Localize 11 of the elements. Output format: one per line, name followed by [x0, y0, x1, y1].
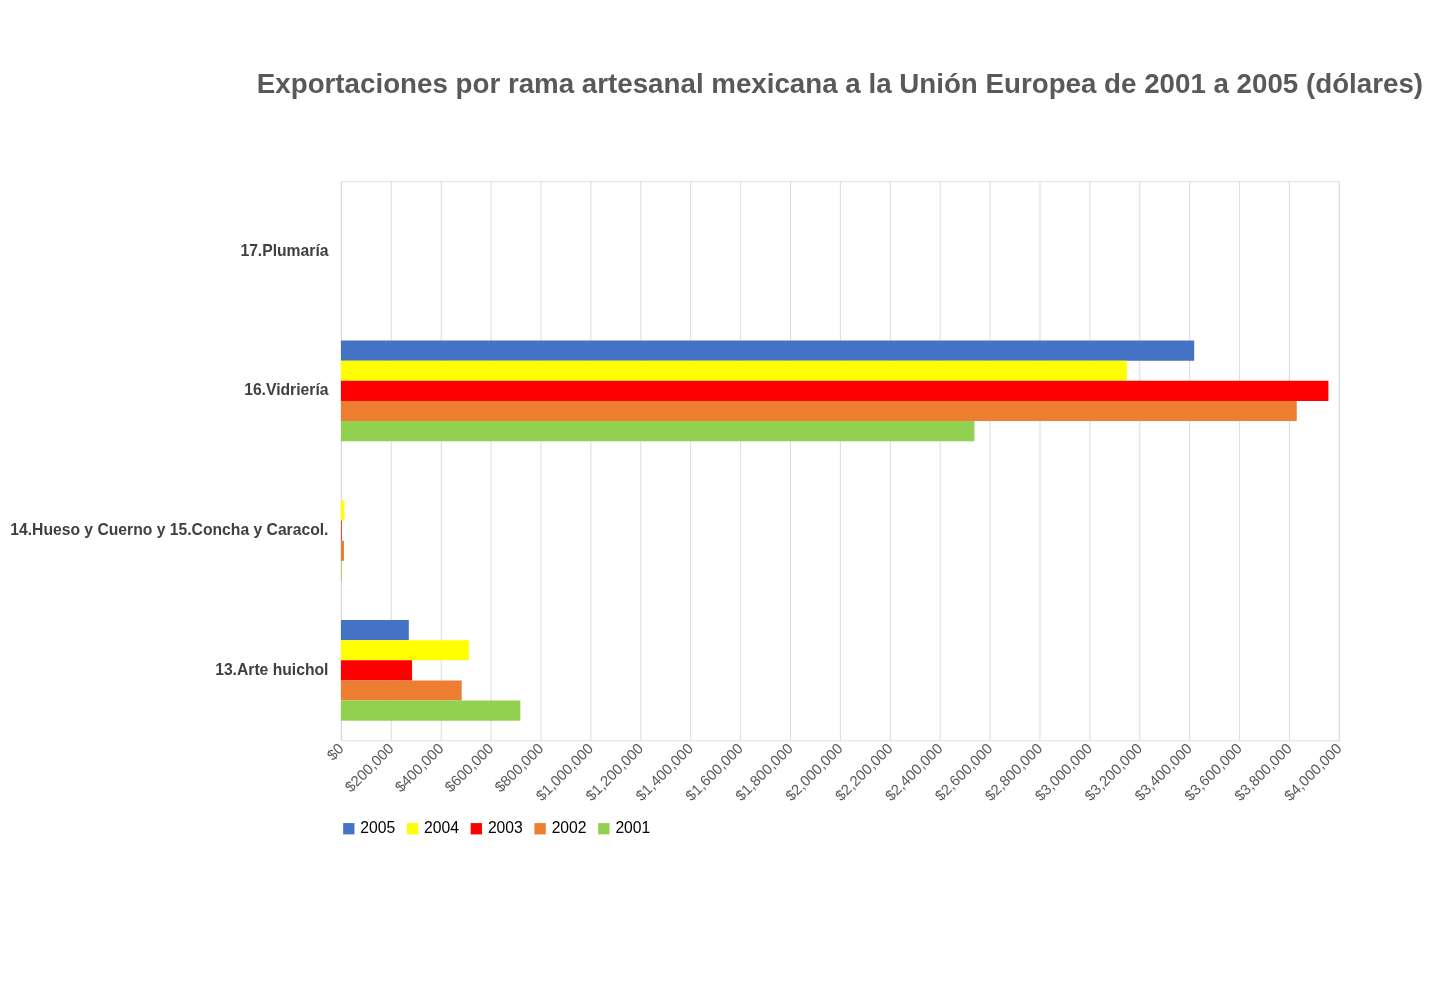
x-tick-label: $0 [323, 740, 347, 764]
legend-label: 2005 [360, 819, 396, 837]
y-tick-label: 14.Hueso y Cuerno y 15.Concha y Caracol. [10, 521, 329, 539]
legend-label: 2001 [615, 819, 651, 837]
chart-title: Exportaciones por rama artesanal mexicana a la Unión Europea de 2001 a 2005 (dólares) [256, 67, 1424, 99]
y-tick-label: 17.Plumaría [240, 241, 329, 259]
legend-label: 2002 [551, 819, 587, 837]
y-tick-label: 13.Arte huichol [215, 661, 329, 679]
legend-label: 2003 [487, 819, 524, 837]
legend-label: 2004 [424, 819, 460, 837]
y-tick-label: 16.Vidriería [244, 381, 329, 399]
